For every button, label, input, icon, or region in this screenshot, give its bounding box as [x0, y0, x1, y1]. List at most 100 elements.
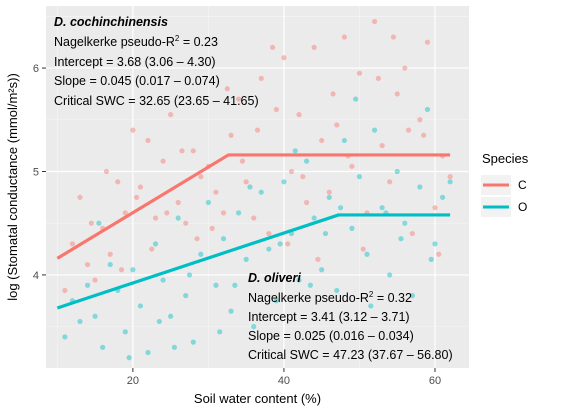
point-o	[168, 313, 174, 319]
point-c	[213, 189, 219, 195]
point-c	[251, 215, 257, 221]
point-o	[398, 236, 404, 242]
point-c	[311, 44, 317, 50]
point-o	[402, 220, 408, 226]
point-o	[337, 205, 344, 211]
point-c	[447, 174, 453, 180]
point-o	[107, 261, 113, 268]
point-o	[130, 267, 136, 273]
point-c	[285, 241, 291, 247]
point-o	[409, 293, 415, 299]
point-o	[319, 267, 325, 273]
point-o	[152, 241, 159, 247]
point-c	[239, 158, 245, 164]
point-c	[92, 277, 98, 283]
point-o	[156, 318, 162, 325]
point-o	[371, 127, 378, 133]
annotation-2-slope: Slope = 0.025 (0.016 – 0.034)	[248, 329, 414, 343]
point-c	[405, 127, 412, 133]
y-axis-label: log (Stomatal conductance (mmol/m²s))	[5, 73, 20, 301]
point-c	[152, 215, 159, 221]
point-o	[296, 277, 302, 283]
x-axis-label: Soil water content (%)	[194, 391, 321, 406]
point-c	[62, 287, 68, 294]
annotation-1-r2-label: Nagelkerke pseudo-R	[54, 35, 175, 49]
plot-panel	[46, 6, 469, 368]
point-o	[190, 339, 196, 345]
point-o	[277, 241, 283, 247]
point-o	[96, 220, 102, 226]
annotation-2-r2: Nagelkerke pseudo-R2 = 0.32	[248, 290, 412, 305]
point-o	[281, 179, 287, 185]
point-o	[341, 137, 347, 144]
point-o	[171, 344, 178, 350]
x-tick-label: 60	[429, 375, 441, 387]
point-c	[303, 199, 310, 206]
point-o	[356, 174, 363, 180]
point-o	[334, 287, 340, 294]
point-c	[190, 148, 196, 154]
point-c	[103, 168, 110, 175]
point-o	[447, 179, 453, 185]
annotation-1-slope: Slope = 0.045 (0.017 – 0.074)	[54, 74, 220, 88]
point-o	[213, 282, 219, 288]
point-c	[137, 184, 144, 190]
annotation-2-critical: Critical SWC = 47.23 (37.67 – 56.80)	[248, 348, 453, 362]
grid-minor	[46, 6, 469, 368]
point-o	[122, 329, 128, 335]
point-c	[84, 261, 91, 268]
fit-line-o	[56, 213, 451, 310]
point-o	[92, 313, 98, 319]
point-o	[387, 272, 393, 278]
point-c	[371, 18, 378, 25]
point-o	[126, 355, 132, 361]
point-c	[390, 34, 397, 40]
annotation-2-r2-value: = 0.32	[373, 291, 412, 305]
point-o	[62, 334, 68, 340]
point-c	[288, 168, 295, 175]
point-o	[137, 303, 144, 309]
fit-lines	[56, 153, 451, 310]
point-o	[432, 241, 438, 247]
point-o	[198, 251, 204, 257]
point-o	[243, 256, 249, 262]
grid-major	[46, 6, 469, 368]
point-c	[69, 241, 76, 247]
point-c	[122, 210, 128, 216]
point-c	[375, 75, 381, 81]
point-c	[130, 127, 136, 133]
point-o	[368, 303, 374, 309]
annotation-2-r2-label: Nagelkerke pseudo-R	[248, 291, 369, 305]
point-c	[194, 236, 200, 242]
point-c	[421, 132, 427, 138]
point-c	[107, 251, 113, 257]
point-c	[183, 220, 189, 226]
point-c	[160, 158, 166, 164]
legend-label-o: O	[518, 200, 527, 214]
point-c	[224, 86, 230, 92]
annotation-oliveri: D. oliveri Nagelkerke pseudo-R2 = 0.32 I…	[248, 271, 453, 362]
point-c	[394, 91, 400, 97]
point-o	[175, 215, 181, 221]
point-o	[364, 251, 370, 257]
legend-label-c: C	[518, 178, 527, 192]
point-o	[379, 205, 385, 211]
y-tick-label: 5	[33, 166, 39, 178]
point-c	[243, 179, 249, 185]
point-o	[77, 318, 83, 325]
annotation-1-critical: Critical SWC = 32.65 (23.65 – 41.65)	[54, 94, 259, 108]
point-c	[379, 143, 385, 149]
point-c	[296, 112, 302, 118]
point-o	[217, 329, 223, 335]
point-o	[247, 184, 253, 190]
point-c	[88, 220, 94, 226]
point-c	[417, 117, 423, 123]
point-o	[228, 308, 234, 314]
point-c	[409, 230, 415, 237]
point-c	[319, 137, 325, 144]
point-o	[307, 282, 313, 288]
point-o	[236, 210, 242, 216]
point-o	[205, 199, 212, 206]
point-o	[349, 225, 355, 231]
